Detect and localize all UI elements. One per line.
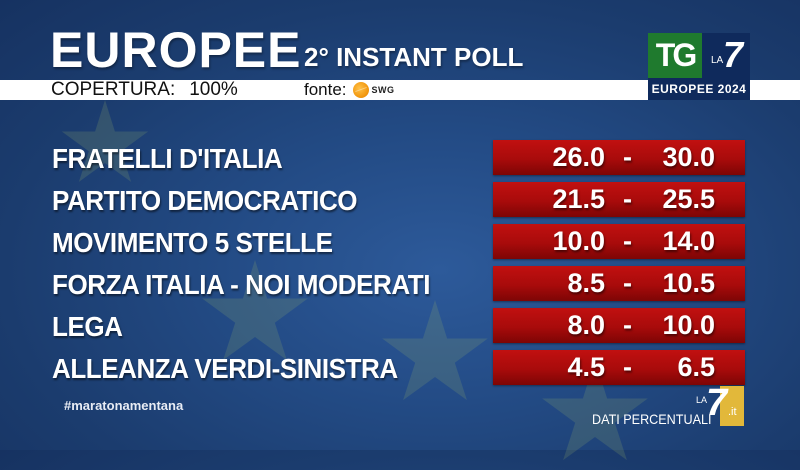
info-strip-right: [750, 80, 800, 100]
range-high: 10.0: [662, 310, 715, 340]
range-separator: -: [623, 184, 632, 214]
party-label: FRATELLI D'ITALIA: [52, 143, 283, 174]
party-label: LEGA: [52, 311, 123, 342]
la7-it-logo-seven: 7: [706, 382, 728, 424]
party-label: FORZA ITALIA - NOI MODERATI: [52, 269, 431, 300]
range-low: 10.0: [552, 226, 605, 256]
range-low: 21.5: [552, 184, 605, 214]
event-badge: EUROPEE 2024: [648, 78, 750, 100]
page-title: EUROPEE: [50, 22, 302, 78]
range-separator: -: [623, 226, 632, 256]
la7-logo-seven: 7: [723, 34, 744, 75]
range-separator: -: [623, 310, 632, 340]
range-low: 8.5: [567, 268, 605, 298]
info-strip: [0, 80, 648, 100]
range-separator: -: [623, 268, 632, 298]
la7-logo-la: LA: [711, 55, 724, 66]
la7-it-logo: LA 7 .it: [696, 380, 746, 430]
range-low: 26.0: [552, 142, 605, 172]
poll-range-bar: 26.0 - 30.0: [493, 140, 745, 175]
data-unit-note: DATI PERCENTUALI: [592, 411, 712, 427]
swg-logo-icon: [352, 82, 369, 98]
source-info: fonte: SWG: [304, 79, 395, 101]
coverage-label: COPERTURA:: [51, 79, 176, 100]
hashtag: #maratonamentana: [64, 398, 184, 413]
range-high: 14.0: [662, 226, 715, 256]
party-label: MOVIMENTO 5 STELLE: [52, 227, 333, 258]
party-label: ALLEANZA VERDI-SINISTRA: [52, 353, 398, 384]
source-name: SWG: [371, 85, 395, 95]
coverage-info: COPERTURA: 100%: [51, 79, 238, 101]
source-label: fonte:: [304, 80, 347, 99]
poll-subtitle: 2° INSTANT POLL: [304, 42, 524, 72]
coverage-value: 100%: [189, 79, 238, 100]
range-separator: -: [623, 352, 632, 382]
poll-range-bar: 8.0 - 10.0: [493, 308, 745, 343]
range-low: 8.0: [567, 310, 605, 340]
la7-it-logo-it: .it: [728, 406, 737, 418]
range-separator: -: [623, 142, 632, 172]
range-high: 30.0: [662, 142, 715, 172]
poll-range-bar: 10.0 - 14.0: [493, 224, 745, 259]
party-label: PARTITO DEMOCRATICO: [52, 185, 358, 216]
range-high: 25.5: [662, 184, 715, 214]
poll-range-bar: 4.5 - 6.5: [493, 350, 745, 385]
poll-range-bar: 8.5 - 10.5: [493, 266, 745, 301]
la7-logo: LA 7: [702, 33, 750, 78]
range-low: 4.5: [567, 352, 605, 382]
tg-logo: TG: [648, 33, 702, 78]
la7-it-logo-box: [720, 386, 744, 426]
poll-range-bar: 21.5 - 25.5: [493, 182, 745, 217]
range-high: 6.5: [677, 352, 715, 382]
la7-it-logo-la: LA: [696, 395, 708, 405]
range-high: 10.5: [662, 268, 715, 298]
